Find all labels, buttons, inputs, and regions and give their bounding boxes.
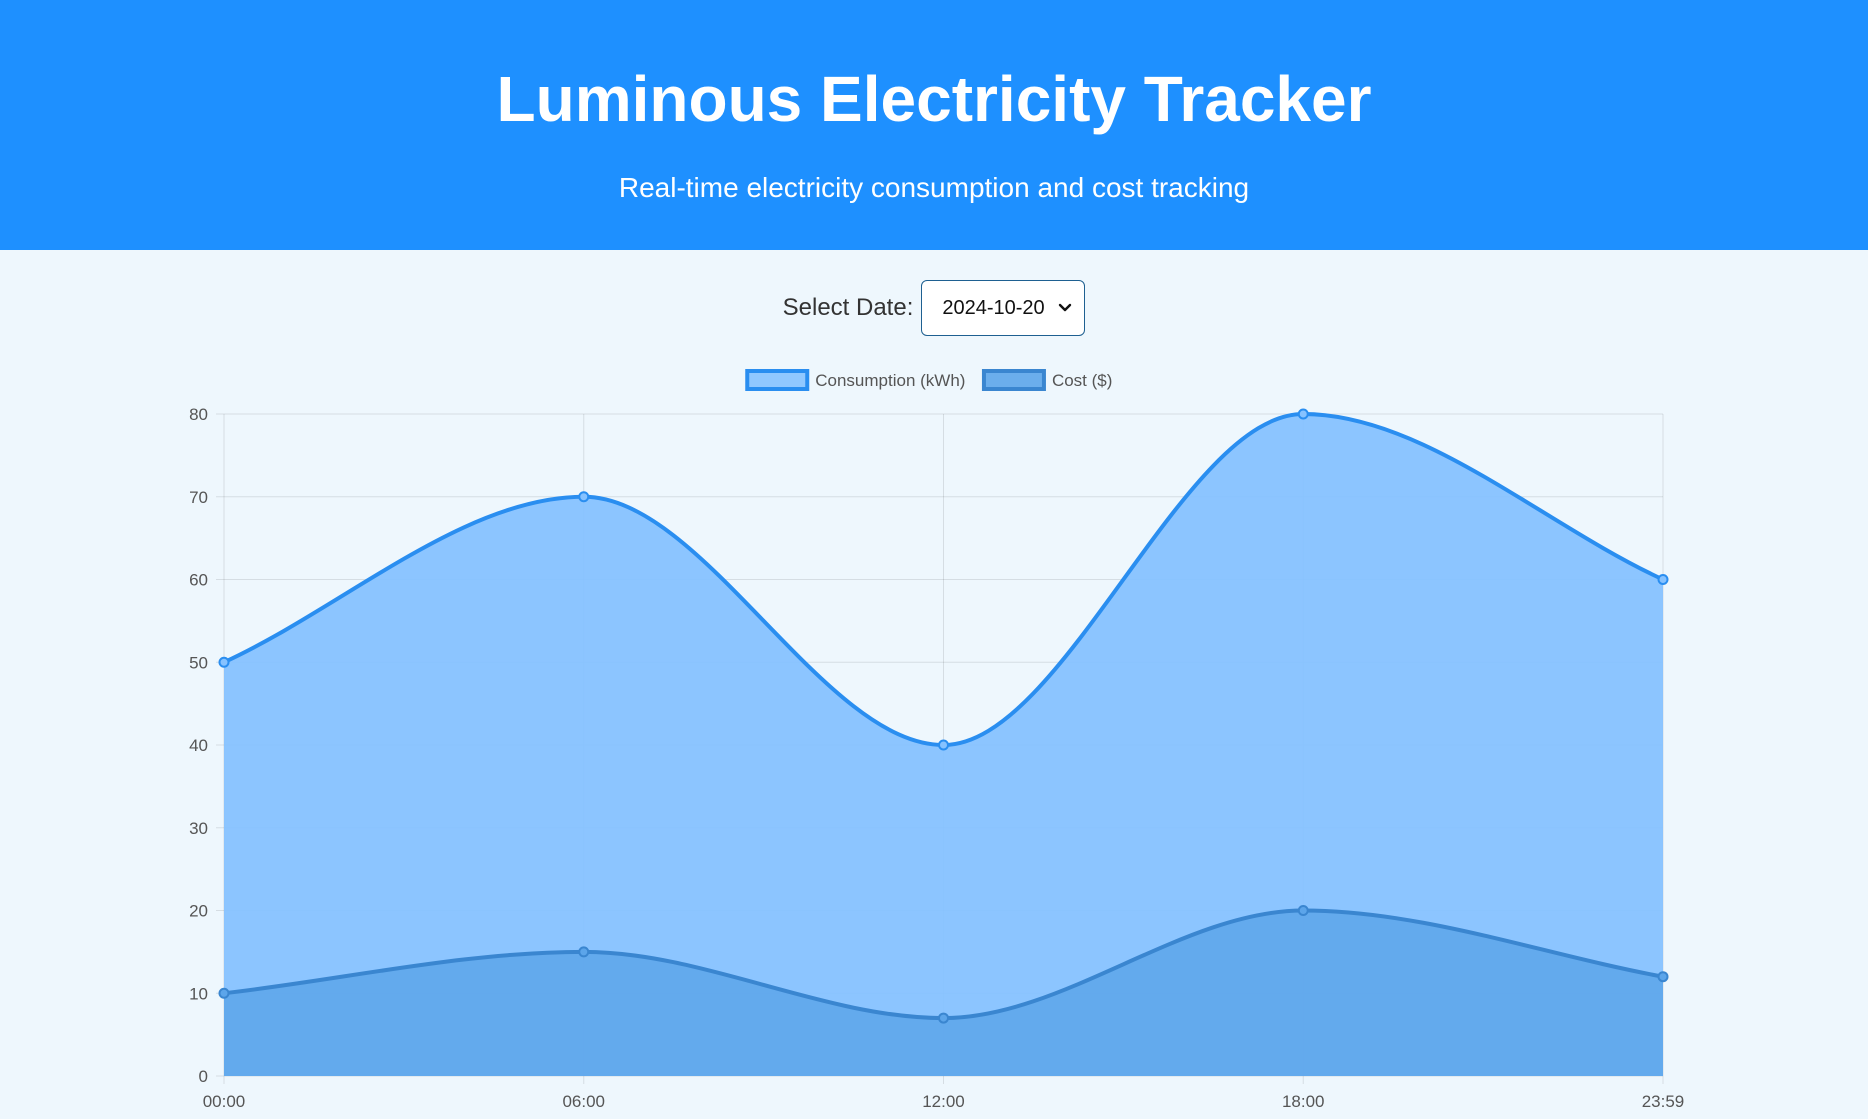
consumption-kwh-point	[218, 656, 230, 668]
y-tick-label: 0	[199, 1067, 208, 1086]
date-select[interactable]: 2024-10-20	[921, 280, 1086, 336]
page-title: Luminous Electricity Tracker	[496, 63, 1372, 135]
cost-point	[938, 1012, 949, 1024]
y-tick-label: 60	[189, 571, 208, 590]
date-select-value: 2024-10-20	[942, 296, 1045, 319]
consumption-kwh-point	[1297, 408, 1309, 420]
y-tick-label: 80	[189, 405, 208, 424]
y-axis-ticks: 0 10 20 30 40 50 60 70 80	[189, 405, 208, 1086]
consumption-kwh-point	[1657, 574, 1669, 585]
date-label: Select Date:	[782, 294, 914, 321]
page-subtitle: Real-time electricity consumption and co…	[618, 172, 1250, 203]
y-tick-label: 10	[189, 984, 208, 1003]
y-tick-label: 40	[189, 736, 208, 755]
y-tick-label: 30	[189, 819, 208, 838]
consumption-kwh-point	[938, 739, 949, 751]
consumption-kwh-point	[578, 491, 590, 503]
x-axis-ticks: 00:00 06:00 12:00 18:00 23:59	[203, 1092, 1685, 1111]
x-tick-label: 18:00	[1282, 1092, 1325, 1111]
app-header: Luminous Electricity Tracker Real-time e…	[0, 0, 1868, 250]
legend-swatch-consumption-kwh	[745, 369, 810, 391]
x-tick-label: 23:59	[1642, 1092, 1685, 1111]
x-tick-label: 00:00	[203, 1092, 246, 1111]
cost-point	[578, 946, 590, 958]
x-tick-label: 06:00	[562, 1092, 605, 1111]
chevron-down-icon	[1058, 303, 1072, 313]
chart-legend: Consumption (kWh) Cost ($)	[745, 369, 1112, 391]
y-tick-label: 20	[189, 902, 208, 921]
cost-point	[218, 987, 230, 999]
cost-point	[1657, 971, 1669, 983]
electricity-chart: 0 10 20 30 40 50 60 70 80 00:00 06:00 12:00 18:00 23…	[189, 369, 1685, 1111]
date-selector-row: Select Date: 2024-10-20	[0, 280, 1868, 336]
chart-points	[218, 408, 1669, 1024]
legend-label-cost: Cost ($)	[1052, 371, 1112, 390]
cost-point	[1297, 905, 1309, 916]
y-tick-label: 70	[189, 488, 208, 507]
legend-label-consumption-kwh: Consumption (kWh)	[815, 371, 965, 390]
x-tick-label: 12:00	[922, 1092, 965, 1111]
legend-swatch-cost	[981, 369, 1046, 391]
y-tick-label: 50	[189, 653, 208, 672]
